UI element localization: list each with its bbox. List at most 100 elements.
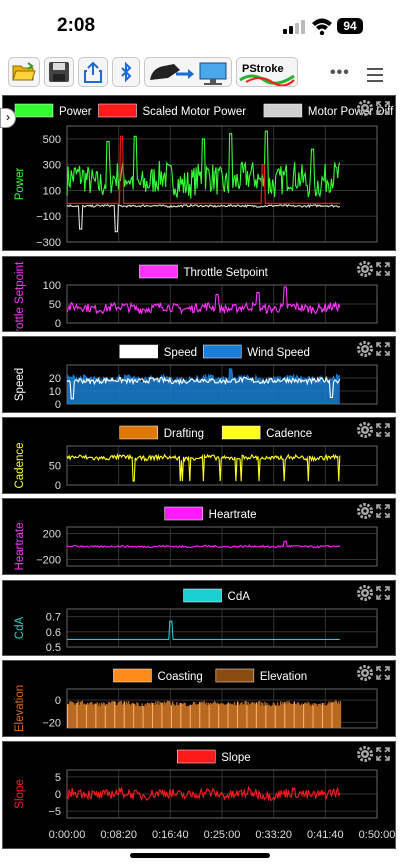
elevation-bar — [326, 705, 328, 728]
gear-icon[interactable] — [357, 665, 373, 681]
elevation-bar — [167, 701, 170, 728]
elevation-bar — [188, 705, 191, 728]
elevation-bar — [73, 703, 75, 728]
elevation-bar — [104, 705, 107, 728]
gear-icon[interactable] — [357, 261, 373, 277]
y-tick-label: 0 — [55, 695, 61, 707]
expand-icon[interactable] — [376, 666, 390, 680]
y-tick-label: 50 — [49, 461, 61, 473]
elevation-bar — [160, 702, 162, 728]
bluetooth-button[interactable] — [112, 57, 140, 87]
expand-icon[interactable] — [376, 586, 390, 600]
elevation-bar — [257, 701, 260, 728]
legend-label: Heartrate — [209, 509, 257, 521]
elevation-bar — [251, 701, 254, 728]
gear-icon[interactable] — [357, 100, 373, 116]
elevation-bar — [296, 702, 299, 728]
elevation-bar — [223, 704, 225, 728]
expand-icon[interactable] — [376, 747, 390, 761]
gear-icon[interactable] — [357, 585, 373, 601]
legend-slope-0[interactable]: Slope — [177, 749, 251, 764]
expand-icon[interactable] — [376, 262, 390, 276]
elevation-bar — [215, 703, 218, 728]
legend-power-2[interactable]: Motor Power Diff — [263, 103, 394, 118]
elevation-bar — [134, 703, 136, 728]
save-button[interactable] — [44, 57, 74, 87]
elevation-bar — [238, 703, 240, 728]
elevation-bar — [117, 702, 119, 728]
legend-cadence-1[interactable]: Cadence — [221, 425, 312, 440]
elevation-bar — [229, 703, 232, 728]
expand-icon[interactable] — [376, 101, 390, 115]
elevation-bar — [285, 704, 287, 728]
connect-trainer-button[interactable] — [144, 57, 232, 87]
legend-throttle-0[interactable]: Throttle Setpoint — [139, 264, 269, 279]
gear-icon[interactable] — [357, 746, 373, 762]
elevation-bar — [192, 701, 195, 728]
elevation-bar — [331, 702, 333, 728]
gear-icon[interactable] — [357, 341, 373, 357]
legend-heartrate-0[interactable]: Heartrate — [164, 506, 257, 521]
open-folder-button[interactable] — [8, 57, 40, 87]
elevation-bar — [310, 706, 312, 728]
elevation-bar — [182, 703, 184, 728]
elevation-bar — [174, 705, 176, 728]
elevation-bar — [271, 705, 273, 728]
y-tick-label: 0 — [55, 789, 61, 801]
expand-sidebar-button[interactable]: › — [0, 108, 16, 128]
x-tick-label: 0:08:20 — [100, 829, 137, 841]
elevation-bar — [321, 703, 324, 728]
more-menu-button[interactable]: ••• — [330, 64, 350, 81]
elevation-bar — [256, 704, 259, 728]
elevation-bar — [77, 700, 79, 728]
legend-elevation-0[interactable]: Coasting — [113, 668, 203, 683]
elevation-bar — [248, 704, 250, 728]
gear-icon[interactable] — [357, 422, 373, 438]
cda-chart: CdA 0.7 0.6 0.5 CdA — [14, 585, 390, 654]
y-axis-label: Elevation — [14, 685, 26, 732]
y-tick-label: 20 — [49, 373, 61, 385]
elevation-bar — [226, 704, 228, 728]
legend-label: Wind Speed — [247, 347, 310, 359]
elevation-bar — [202, 702, 204, 728]
legend-elevation-1[interactable]: Elevation — [215, 668, 307, 683]
expand-icon[interactable] — [376, 342, 390, 356]
legend-speed-1[interactable]: Wind Speed — [203, 344, 310, 359]
y-tick-label: −200 — [36, 555, 61, 567]
expand-icon[interactable] — [376, 423, 390, 437]
slope-series-0 — [66, 785, 341, 802]
elevation-bar — [162, 704, 164, 728]
elevation-bar — [156, 704, 158, 728]
elevation-bar — [268, 704, 270, 728]
elevation-bar — [153, 702, 155, 728]
elevation-bar — [108, 702, 111, 728]
elevation-bar — [129, 705, 132, 728]
elevation-bar — [181, 703, 183, 728]
legend-cadence-0[interactable]: Drafting — [119, 425, 204, 440]
y-tick-label: 50 — [49, 299, 61, 311]
elevation-bar — [116, 705, 118, 728]
elevation-bar — [249, 703, 251, 728]
legend-cda-0[interactable]: CdA — [183, 588, 251, 603]
elevation-bar — [286, 701, 288, 728]
expand-icon[interactable] — [376, 504, 390, 518]
legend-power-1[interactable]: Scaled Motor Power — [98, 103, 247, 118]
gear-icon[interactable] — [357, 503, 373, 519]
legend-power-0[interactable]: Power — [14, 103, 92, 118]
legend-label: CdA — [228, 591, 251, 603]
elevation-bar — [101, 704, 104, 728]
elevation-bar — [197, 703, 199, 728]
elevation-bar — [195, 704, 197, 728]
elevation-bar — [124, 704, 127, 728]
speed-series-0 — [66, 368, 341, 387]
hamburger-menu-icon[interactable] — [367, 68, 383, 86]
elevation-bar — [231, 703, 234, 728]
y-tick-label: 500 — [43, 134, 61, 146]
elevation-chart: Coasting Elevation 0 −20 Elevation — [14, 665, 390, 732]
slope-chart: Slope 5 0 −5 Slope 0:00:00 0:08:20 0:16:40 0:25:… — [14, 746, 395, 841]
share-button[interactable] — [78, 57, 108, 87]
legend-speed-0[interactable]: Speed — [119, 344, 197, 359]
elevation-bar — [208, 704, 211, 728]
pstroke-button[interactable]: PStroke — [236, 57, 298, 87]
elevation-bar — [147, 703, 150, 728]
